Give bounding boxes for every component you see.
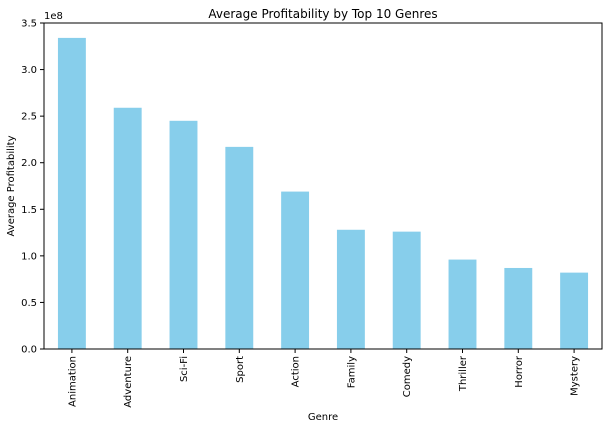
x-axis: Animation Adventure Sci-Fi Sport Action Famil… xyxy=(67,349,581,408)
plot-frame xyxy=(43,22,603,350)
x-tick-label: Horror xyxy=(514,355,525,388)
bar-sport xyxy=(225,146,254,349)
x-tick-label: Action xyxy=(291,356,302,387)
bar-mystery xyxy=(560,272,589,349)
x-tick-label: Family xyxy=(346,356,357,388)
bar-action xyxy=(281,191,310,349)
bar-animation xyxy=(57,37,86,349)
x-tick-label: Thriller xyxy=(458,355,469,392)
y-offset-label: 1e8 xyxy=(44,11,63,22)
y-tick-label: 3.0 xyxy=(21,65,37,76)
x-tick-label: Comedy xyxy=(402,356,413,397)
y-tick-label: 3.5 xyxy=(21,19,37,30)
y-tick-label: 0.5 xyxy=(21,298,37,309)
bars-group xyxy=(57,37,589,349)
chart-title: Average Profitability by Top 10 Genres xyxy=(208,7,437,21)
bar-adventure xyxy=(113,107,142,349)
bar-horror xyxy=(504,267,533,349)
y-axis: 0.0 0.5 1.0 1.5 2.0 2.5 3.0 3.5 xyxy=(21,19,44,356)
bar-family xyxy=(336,229,365,349)
y-tick-label: 2.5 xyxy=(21,112,37,123)
y-tick-label: 1.5 xyxy=(21,205,37,216)
bar-thriller xyxy=(448,259,477,349)
y-tick-label: 2.0 xyxy=(21,158,37,169)
x-tick-label: Sci-Fi xyxy=(179,356,190,382)
x-axis-title: Genre xyxy=(308,412,338,423)
bar-comedy xyxy=(392,231,421,349)
x-tick-label: Animation xyxy=(67,356,78,407)
y-tick-label: 0.0 xyxy=(21,345,37,356)
bar-sci-fi xyxy=(169,120,198,349)
x-tick-label: Adventure xyxy=(123,356,134,408)
x-tick-label: Mystery xyxy=(570,356,581,396)
y-axis-title: Average Profitability xyxy=(6,135,17,236)
x-tick-label: Sport xyxy=(235,356,246,383)
y-tick-label: 1.0 xyxy=(21,251,37,262)
